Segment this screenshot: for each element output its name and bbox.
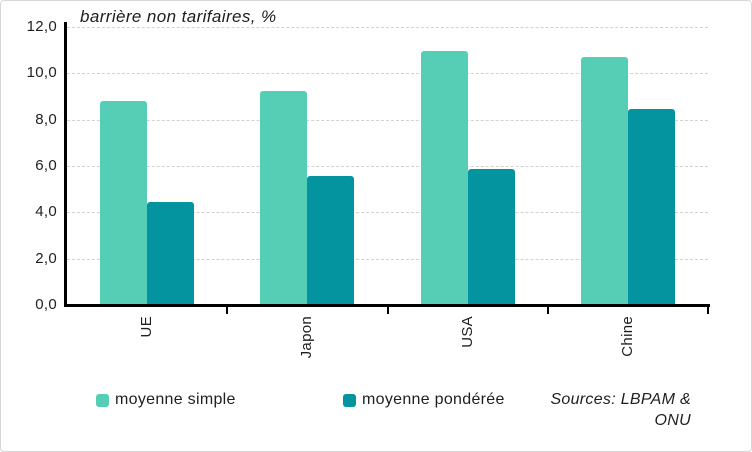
y-tick-label: 10,0 <box>26 64 57 82</box>
gridline-y-12 <box>67 27 708 28</box>
source-note-line1: Sources: LBPAM & <box>550 391 691 408</box>
bar-usa-ponderee <box>467 169 515 305</box>
x-axis-line <box>64 304 710 307</box>
legend-label-moyenne-simple: moyenne simple <box>115 391 236 408</box>
bar-chine-simple <box>580 57 628 305</box>
bar-japon-simple <box>260 90 308 305</box>
chart-title: barrière non tarifaires, % <box>80 7 277 26</box>
legend-item-moyenne-simple: moyenne simple <box>96 391 236 409</box>
y-tick-label: 0,0 <box>35 296 57 313</box>
y-tick-label: 8,0 <box>35 110 57 128</box>
bar-japon-ponderee <box>307 176 355 305</box>
x-category-label-japon: Japon <box>298 316 316 359</box>
y-tick-label: 6,0 <box>35 157 57 174</box>
plot-area <box>67 27 708 305</box>
x-axis-tick <box>226 307 229 314</box>
source-note: Sources: LBPAM & ONU <box>471 389 691 431</box>
legend-swatch-moyenne-simple-icon <box>96 393 109 407</box>
legend-swatch-moyenne-ponderee-icon <box>343 393 356 407</box>
x-axis-tick <box>386 307 389 314</box>
bar-chine-ponderee <box>627 109 675 305</box>
bar-usa-simple <box>420 51 468 305</box>
x-axis-tick <box>707 307 709 314</box>
bar-ue-ponderee <box>147 201 195 305</box>
y-axis-line <box>64 22 67 307</box>
bar-ue-simple <box>100 101 148 305</box>
gridline-y-2 <box>67 258 708 260</box>
legend-label-moyenne-ponderee: moyenne pondérée <box>362 391 505 408</box>
gridline-y-10 <box>67 73 708 75</box>
gridline-y-6 <box>67 166 708 167</box>
source-note-line2: ONU <box>654 412 691 429</box>
gridline-y-8 <box>67 119 708 121</box>
y-tick-label: 12,0 <box>26 18 57 35</box>
x-category-label-ue: UE <box>138 316 156 338</box>
gridline-y-4 <box>67 212 708 214</box>
y-tick-label: 4,0 <box>35 203 57 221</box>
y-tick-label: 2,0 <box>35 249 57 267</box>
x-axis-tick <box>546 307 549 314</box>
legend-item-moyenne-ponderee: moyenne pondérée <box>343 391 505 409</box>
